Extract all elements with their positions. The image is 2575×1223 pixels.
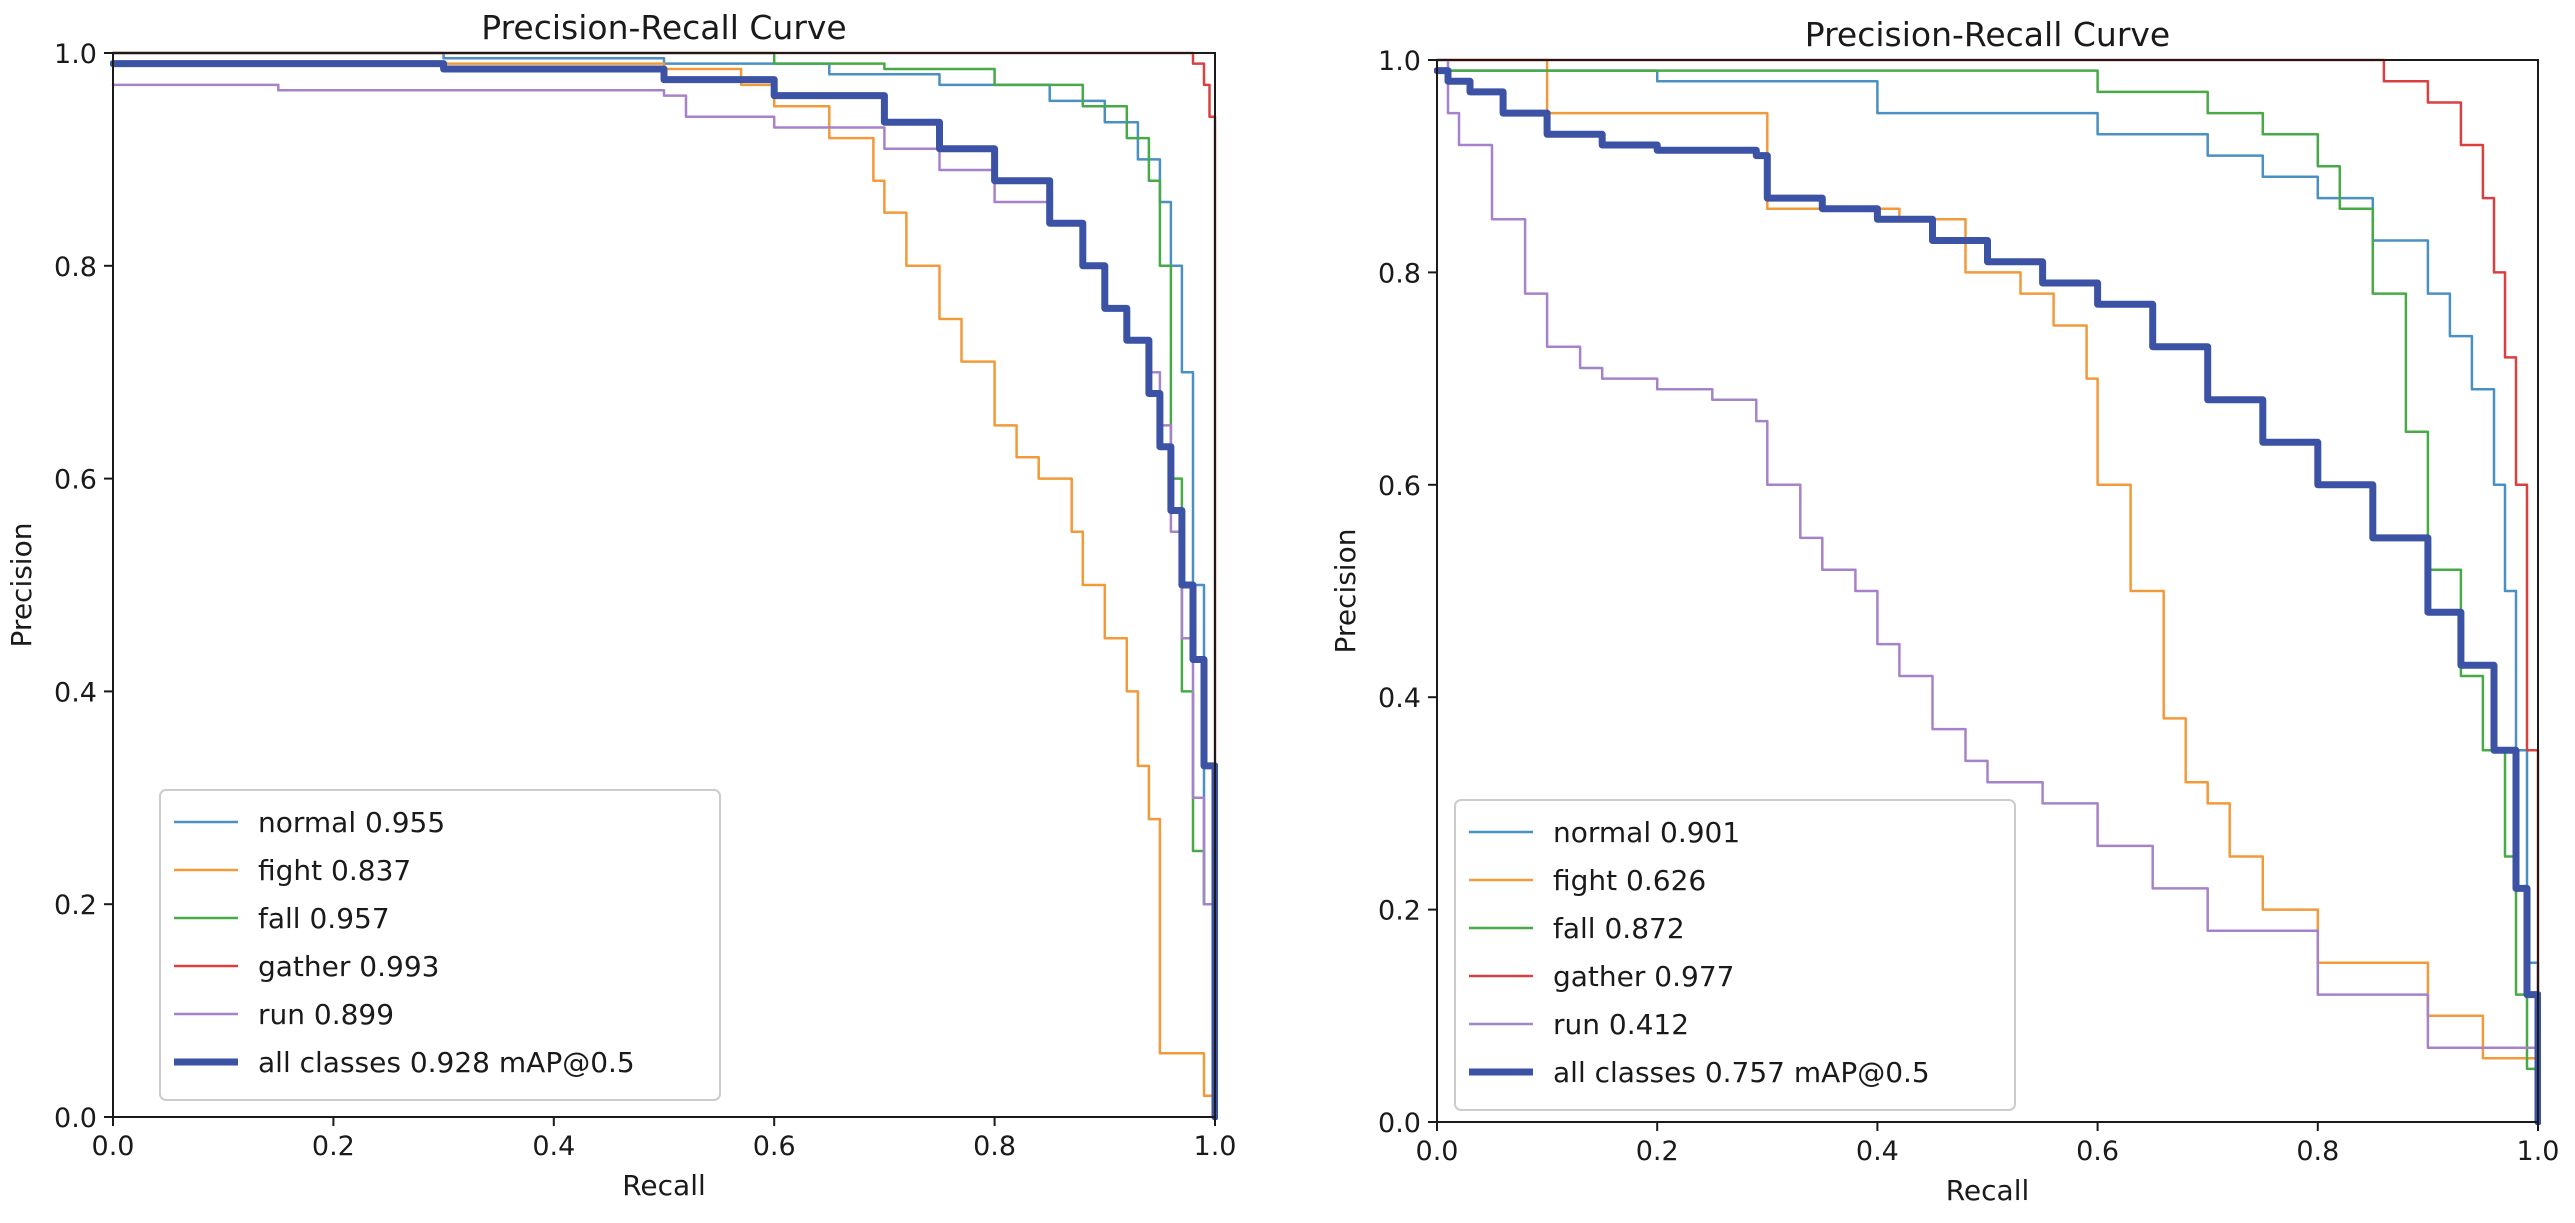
y-axis-label: Precision <box>1329 529 1362 654</box>
series-line-normal <box>111 51 1217 1119</box>
chart-title: Precision-Recall Curve <box>481 8 846 47</box>
x-tick-label: 0.2 <box>1636 1136 1679 1167</box>
x-tick-label: 1.0 <box>2517 1136 2560 1167</box>
y-tick-label: 0.6 <box>1378 471 1421 502</box>
legend-label: normal 0.955 <box>258 806 445 839</box>
legend-label: run 0.412 <box>1553 1008 1689 1041</box>
y-tick-label: 0.8 <box>1378 258 1421 289</box>
y-tick-label: 0.4 <box>1378 683 1421 714</box>
x-tick-label: 0.8 <box>2296 1136 2339 1167</box>
x-tick-label: 0.4 <box>532 1131 575 1162</box>
series-line-all-classes <box>1434 67 2541 1125</box>
legend-box <box>159 789 721 1101</box>
x-axis-label: Recall <box>622 1169 706 1202</box>
series-line-all-classes <box>110 60 1218 1120</box>
series-line-run <box>1435 58 2540 1124</box>
pr-chart-right: Precision-Recall Curve 0.0 0.2 0.4 0.6 0.8 1.0… <box>1329 15 2559 1207</box>
x-tick-label: 0.8 <box>973 1131 1016 1162</box>
series-line-normal <box>1435 69 2540 1124</box>
y-tick-label: 0.8 <box>54 252 97 283</box>
y-tick-label: 0.2 <box>54 890 97 921</box>
y-tick-label: 0.2 <box>1378 896 1421 927</box>
y-tick-label: 0.0 <box>1378 1108 1421 1139</box>
legend-label: gather 0.977 <box>1553 960 1734 993</box>
x-tick-label: 0.4 <box>1856 1136 1899 1167</box>
y-tick-label: 1.0 <box>1378 46 1421 77</box>
chart-title: Precision-Recall Curve <box>1805 15 2170 54</box>
y-tick-label: 0.0 <box>54 1103 97 1134</box>
pr-chart-left: Precision-Recall Curve 0.0 0.2 0.4 0.6 0.8 1.0… <box>5 8 1236 1202</box>
x-tick-label: 0.6 <box>2076 1136 2119 1167</box>
legend-label: fall 0.872 <box>1553 912 1685 945</box>
legend-label: normal 0.901 <box>1553 816 1740 849</box>
x-tick-label: 0.0 <box>92 1131 135 1162</box>
series-line-fight <box>111 62 1217 1119</box>
legend-label: all classes 0.928 mAP@0.5 <box>258 1046 635 1079</box>
legend: normal 0.901 fight 0.626 fall 0.872 gather … <box>1454 799 2016 1111</box>
legend-label: fight 0.837 <box>258 854 411 887</box>
x-tick-label: 1.0 <box>1194 1131 1237 1162</box>
legend-label: all classes 0.757 mAP@0.5 <box>1553 1056 1930 1089</box>
x-tick-label: 0.6 <box>753 1131 796 1162</box>
series-line-fall <box>111 51 1217 1119</box>
plot-frame <box>112 52 1216 1118</box>
x-tick-label: 0.2 <box>312 1131 355 1162</box>
series-lines <box>1434 58 2541 1125</box>
x-tick-label: 0.0 <box>1416 1136 1459 1167</box>
y-axis-label: Precision <box>5 523 38 648</box>
legend-label: run 0.899 <box>258 998 394 1031</box>
legend-label: fall 0.957 <box>258 902 390 935</box>
y-tick-label: 1.0 <box>54 39 97 70</box>
y-tick-label: 0.4 <box>54 677 97 708</box>
legend-box <box>1454 799 2016 1111</box>
legend: normal 0.955 fight 0.837 fall 0.957 gather … <box>159 789 721 1101</box>
series-line-gather <box>1435 58 2540 1124</box>
x-axis-label: Recall <box>1946 1174 2030 1207</box>
legend-label: gather 0.993 <box>258 950 439 983</box>
legend-label: fight 0.626 <box>1553 864 1706 897</box>
plot-frame <box>1436 59 2539 1123</box>
y-tick-label: 0.6 <box>54 465 97 496</box>
